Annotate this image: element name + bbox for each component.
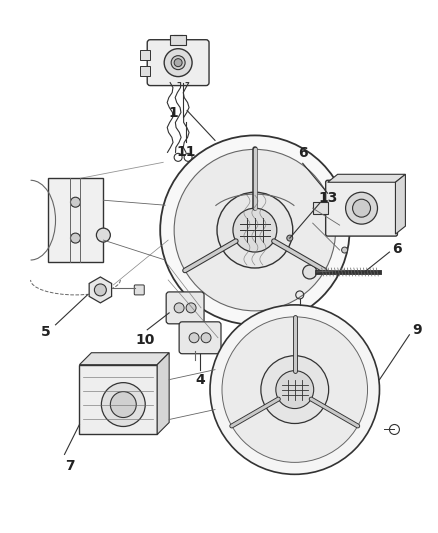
Polygon shape (79, 353, 169, 365)
Circle shape (345, 192, 377, 224)
FancyBboxPatch shape (134, 285, 144, 295)
Circle shape (164, 49, 192, 77)
FancyBboxPatch shape (312, 202, 327, 214)
Circle shape (233, 208, 276, 252)
Circle shape (275, 370, 313, 409)
Circle shape (216, 192, 292, 268)
Circle shape (341, 247, 347, 253)
FancyBboxPatch shape (179, 322, 220, 354)
Circle shape (209, 305, 378, 474)
Circle shape (174, 59, 182, 67)
Text: 10: 10 (135, 333, 155, 347)
Circle shape (286, 235, 292, 241)
Circle shape (71, 197, 80, 207)
Circle shape (174, 303, 184, 313)
Circle shape (174, 149, 335, 311)
FancyBboxPatch shape (166, 292, 204, 324)
Circle shape (160, 135, 349, 325)
Circle shape (186, 303, 196, 313)
FancyBboxPatch shape (325, 180, 396, 236)
Circle shape (171, 55, 185, 70)
Circle shape (189, 333, 198, 343)
Polygon shape (89, 277, 111, 303)
Text: 9: 9 (412, 323, 421, 337)
Text: 11: 11 (176, 146, 195, 159)
Polygon shape (327, 174, 404, 182)
Text: 13: 13 (317, 191, 336, 205)
Polygon shape (79, 365, 157, 434)
FancyBboxPatch shape (170, 35, 186, 45)
Circle shape (94, 284, 106, 296)
Circle shape (96, 228, 110, 242)
Text: 4: 4 (195, 373, 205, 386)
Circle shape (110, 392, 136, 417)
Polygon shape (395, 174, 404, 234)
Circle shape (260, 356, 328, 424)
FancyBboxPatch shape (140, 50, 150, 60)
Circle shape (71, 233, 80, 243)
Text: 5: 5 (41, 325, 50, 339)
Polygon shape (157, 353, 169, 434)
Circle shape (352, 199, 370, 217)
Circle shape (302, 265, 316, 279)
Circle shape (222, 317, 367, 463)
Text: 7: 7 (64, 459, 74, 473)
FancyBboxPatch shape (140, 66, 150, 76)
Text: 6: 6 (297, 147, 307, 160)
Text: 1: 1 (168, 107, 178, 120)
Circle shape (201, 333, 211, 343)
FancyBboxPatch shape (47, 178, 103, 262)
FancyBboxPatch shape (147, 40, 208, 86)
Text: 6: 6 (392, 242, 401, 256)
Circle shape (101, 383, 145, 426)
